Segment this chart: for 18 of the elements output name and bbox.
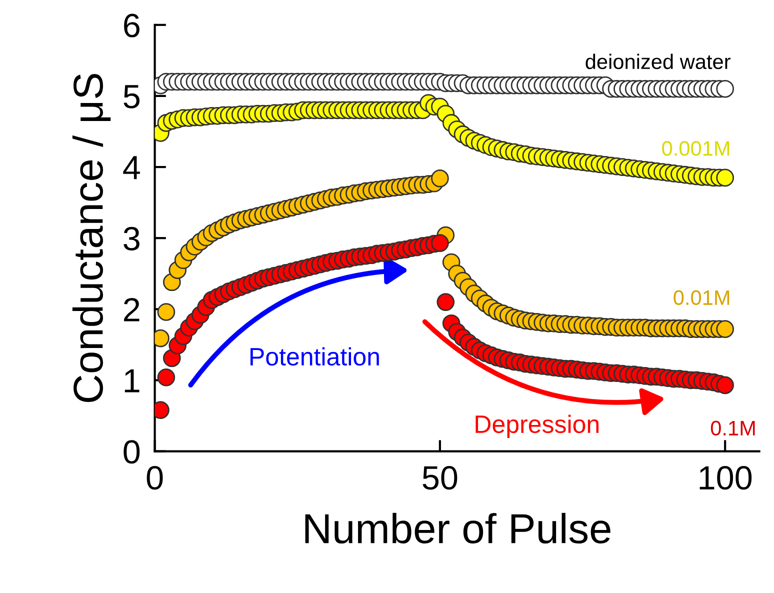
annotation: Depression xyxy=(476,414,598,438)
y-tick-label: 2 xyxy=(124,298,140,322)
y-tick-label: 3 xyxy=(124,226,140,250)
x-axis-title: Number of Pulse xyxy=(305,512,610,544)
y-tick-label: 1 xyxy=(124,369,140,392)
annotation: Potentiation xyxy=(250,347,379,366)
y-tick-label: 6 xyxy=(124,14,140,38)
x-tick-label: 50 xyxy=(422,466,458,490)
series-label: deionized water xyxy=(586,54,730,70)
series-label: 0.01M xyxy=(674,290,730,306)
x-tick-label: 100 xyxy=(700,466,752,490)
series-label: 0.001M xyxy=(662,141,730,156)
y-tick-label: 5 xyxy=(124,85,140,108)
y-tick-label: 4 xyxy=(123,156,140,180)
y-tick-label: 0 xyxy=(124,440,140,464)
y-axis-title: Conductance / μS xyxy=(72,74,111,402)
series-label: 0.1M xyxy=(710,420,755,436)
x-tick-label: 0 xyxy=(146,466,163,490)
